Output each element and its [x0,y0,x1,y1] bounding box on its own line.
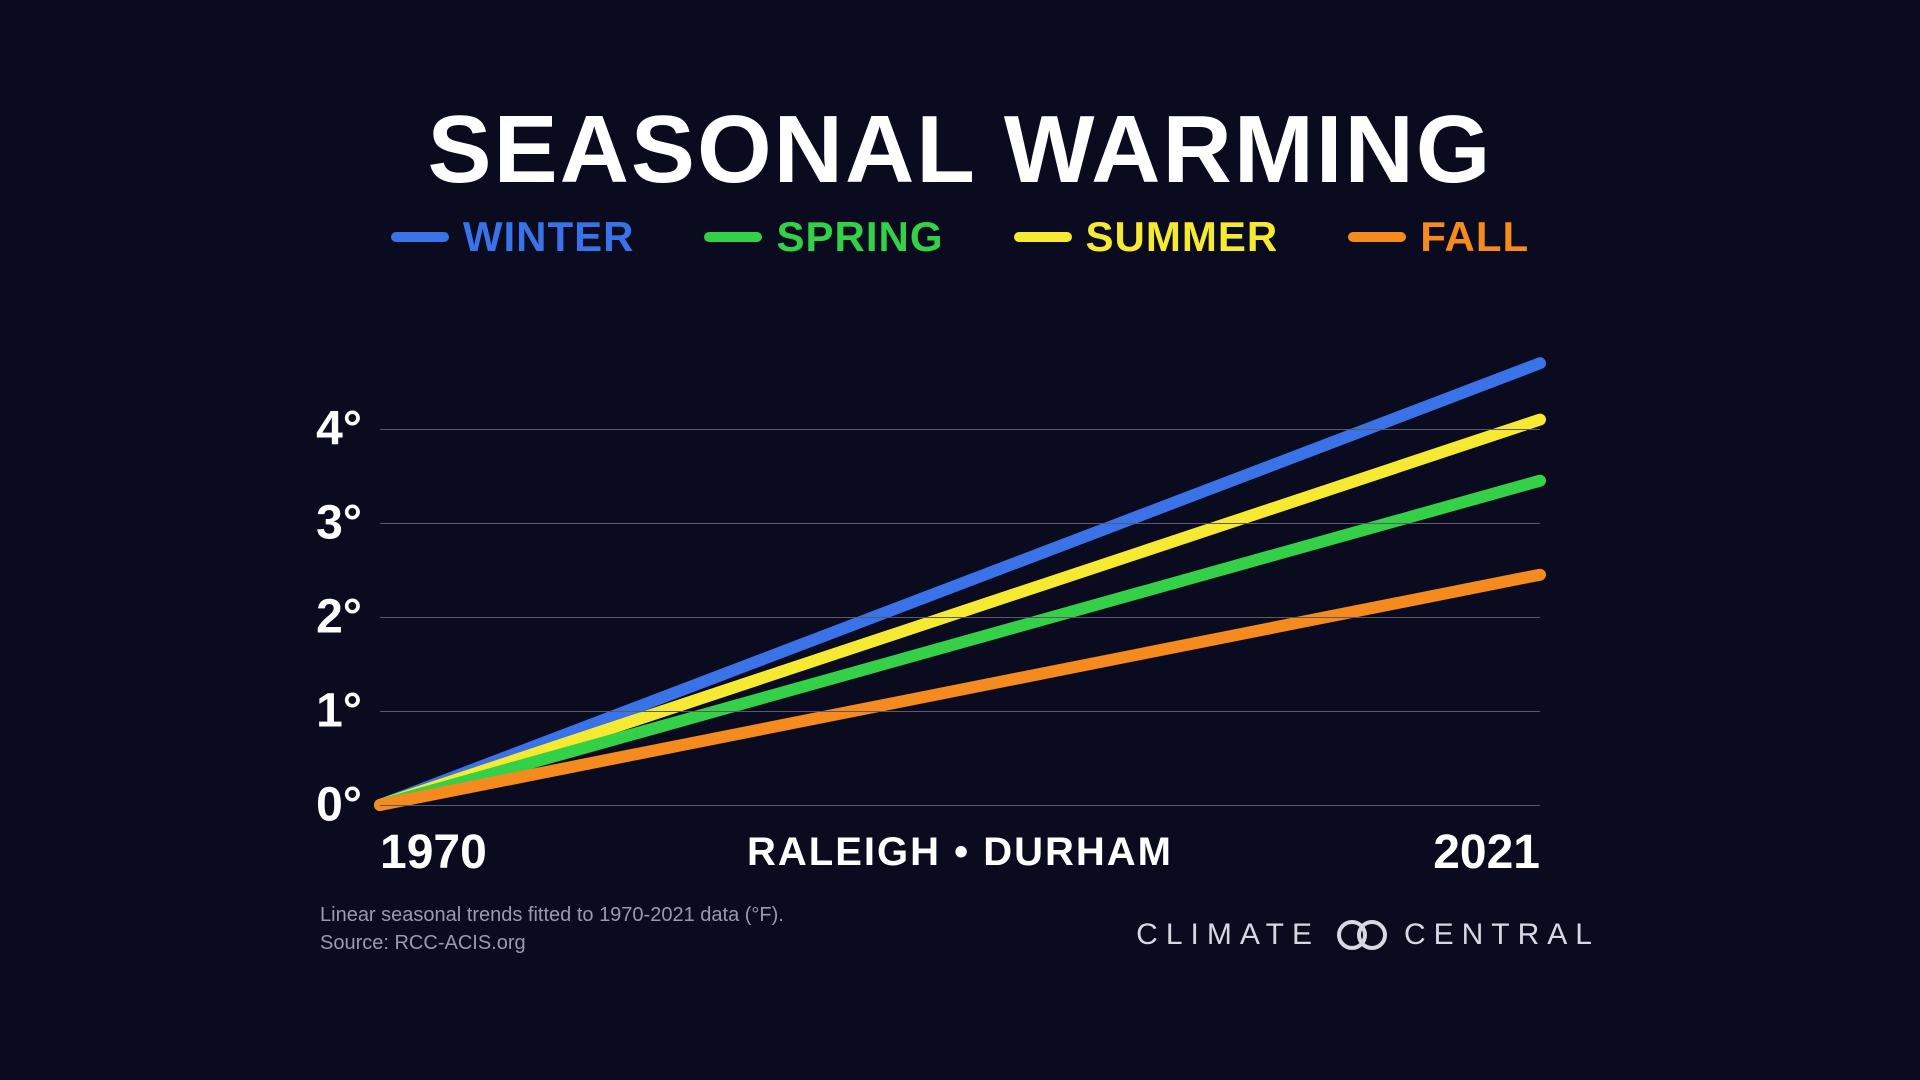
gridline [380,617,1540,618]
y-tick-label: 4° [316,402,362,457]
y-tick-label: 3° [316,496,362,551]
legend-swatch [704,232,762,242]
gridline [380,429,1540,430]
line-series-svg [380,335,1540,805]
legend-label: WINTER [463,213,635,261]
legend-item: WINTER [391,213,635,261]
y-tick-label: 0° [316,778,362,833]
legend-swatch [1348,232,1406,242]
footer-note: Linear seasonal trends fitted to 1970-20… [320,901,784,957]
brand-right-text: CENTRAL [1404,918,1600,952]
gridline [380,711,1540,712]
footer-line-1: Linear seasonal trends fitted to 1970-20… [320,901,784,929]
legend-label: SPRING [776,213,943,261]
plot-area: 0°1°2°3°4° [380,335,1540,805]
y-tick-label: 2° [316,590,362,645]
x-axis-start-label: 1970 [380,825,487,880]
x-axis-center-label: RALEIGH • DURHAM [747,830,1173,875]
brand-left-text: CLIMATE [1136,918,1320,952]
y-tick-label: 1° [316,684,362,739]
legend-swatch [391,232,449,242]
chart-panel: SEASONAL WARMING WINTERSPRINGSUMMERFALL … [190,105,1730,975]
legend-label: FALL [1420,213,1529,261]
x-axis-labels: 1970 RALEIGH • DURHAM 2021 [380,825,1540,880]
brand-mark: CLIMATE CENTRAL [1136,917,1600,953]
chart-container: SEASONAL WARMING WINTERSPRINGSUMMERFALL … [0,0,1920,1080]
legend-swatch [1014,232,1072,242]
brand-logo-icon [1332,917,1392,953]
x-axis-end-label: 2021 [1433,825,1540,880]
series-line [380,481,1540,805]
gridline [380,523,1540,524]
gridline [380,805,1540,806]
footer-line-2: Source: RCC-ACIS.org [320,929,784,957]
legend-item: FALL [1348,213,1529,261]
chart-title: SEASONAL WARMING [190,95,1730,205]
legend-item: SUMMER [1014,213,1279,261]
legend-label: SUMMER [1086,213,1279,261]
legend: WINTER SPRING SUMMER FALL [190,213,1730,261]
legend-item: SPRING [704,213,943,261]
